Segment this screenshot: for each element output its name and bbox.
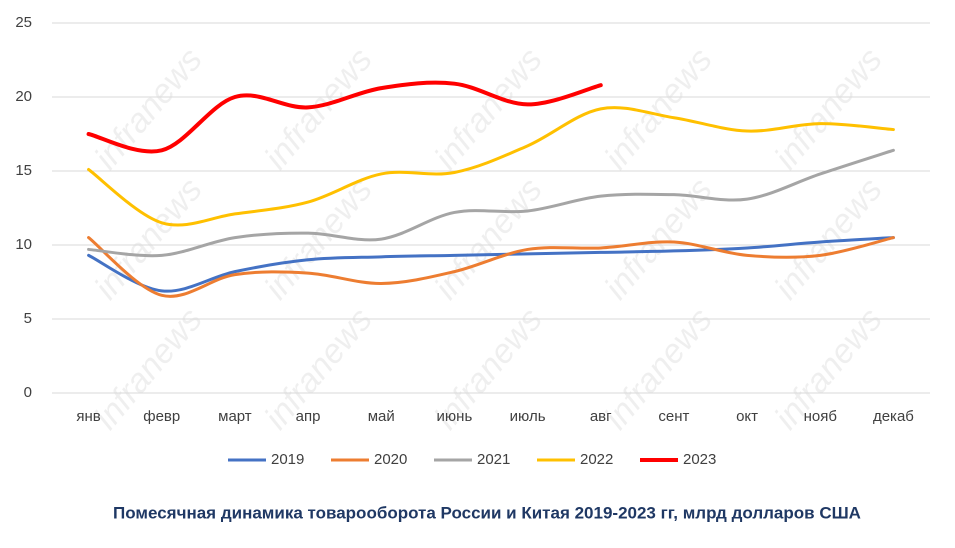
legend-label: 2020 bbox=[374, 451, 407, 468]
x-tick-label: март bbox=[218, 408, 252, 425]
series-line bbox=[87, 106, 895, 227]
legend-label: 2021 bbox=[477, 451, 510, 468]
x-tick-label: май bbox=[368, 408, 395, 425]
x-tick-label: июнь bbox=[437, 408, 473, 425]
x-tick-label: окт bbox=[736, 408, 758, 425]
series-line bbox=[87, 236, 895, 298]
x-tick-label: февр bbox=[143, 408, 180, 425]
y-tick-label: 20 bbox=[15, 88, 32, 105]
y-tick-label: 15 bbox=[15, 162, 32, 179]
x-tick-label: декаб bbox=[873, 408, 914, 425]
x-tick-label: июль bbox=[510, 408, 546, 425]
x-tick-label: янв bbox=[76, 408, 100, 425]
y-tick-label: 10 bbox=[15, 236, 32, 253]
x-tick-label: нояб bbox=[804, 408, 837, 425]
watermark: infranews bbox=[87, 41, 210, 177]
watermark: infranews bbox=[257, 41, 380, 177]
legend-label: 2022 bbox=[580, 451, 613, 468]
chart-title: Помесячная динамика товарооборота России… bbox=[113, 503, 861, 522]
x-tick-label: авг bbox=[590, 408, 612, 425]
legend-label: 2019 bbox=[271, 451, 304, 468]
series-line bbox=[87, 236, 895, 293]
x-tick-label: апр bbox=[296, 408, 321, 425]
watermark: infranews bbox=[597, 171, 720, 307]
legend-label: 2023 bbox=[683, 451, 716, 468]
y-tick-label: 5 bbox=[24, 310, 32, 327]
series-line bbox=[86, 80, 603, 154]
x-tick-label: сент bbox=[658, 408, 689, 425]
watermark: infranews bbox=[427, 41, 550, 177]
y-tick-label: 0 bbox=[24, 384, 32, 401]
y-tick-label: 25 bbox=[15, 14, 32, 31]
series-line bbox=[87, 148, 895, 258]
watermark: infranews bbox=[427, 171, 550, 307]
